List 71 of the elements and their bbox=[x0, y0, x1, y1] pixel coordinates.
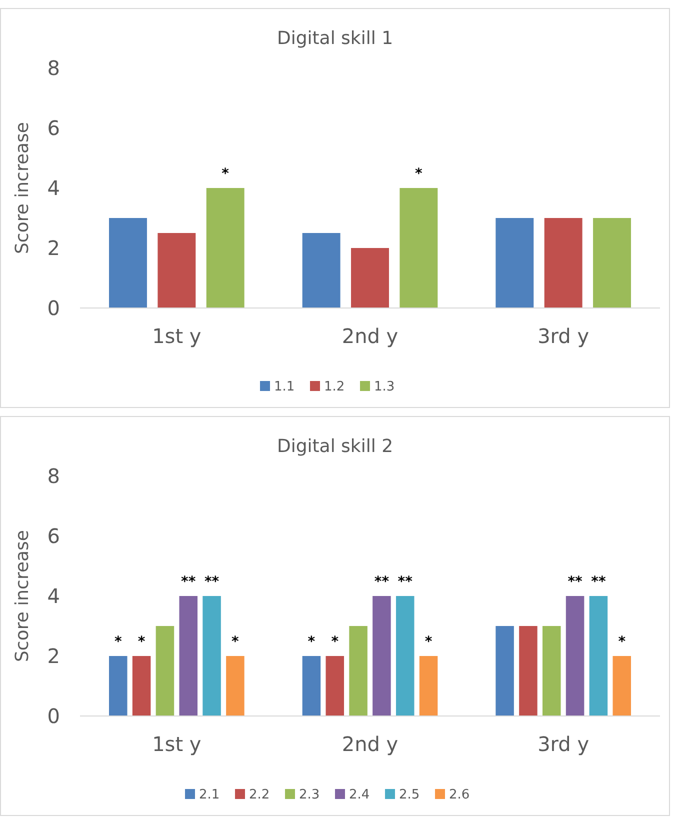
bar bbox=[544, 218, 582, 308]
bar bbox=[226, 656, 244, 716]
y-tick-label: 6 bbox=[47, 524, 60, 548]
bar bbox=[593, 218, 631, 308]
y-tick-label: 2 bbox=[47, 644, 60, 668]
bar bbox=[158, 233, 196, 308]
bar bbox=[400, 188, 438, 308]
y-tick-label: 0 bbox=[47, 296, 60, 320]
bar bbox=[132, 656, 151, 716]
x-tick-label: 1st y bbox=[152, 324, 202, 348]
y-tick-label: 8 bbox=[47, 56, 60, 80]
bar bbox=[109, 656, 128, 716]
x-tick-label: 1st y bbox=[152, 732, 202, 756]
data-label: * bbox=[424, 634, 433, 650]
bar bbox=[589, 596, 608, 716]
bar bbox=[156, 626, 174, 716]
data-label: * bbox=[138, 634, 146, 650]
data-label: * bbox=[308, 634, 316, 650]
bar bbox=[419, 656, 438, 716]
bar bbox=[396, 596, 414, 716]
legend-label: 2.5 bbox=[399, 788, 420, 803]
y-tick-label: 2 bbox=[47, 236, 60, 260]
bar bbox=[206, 188, 244, 308]
data-label: ** bbox=[374, 574, 390, 590]
data-label: ** bbox=[181, 574, 196, 590]
legend-label: 2.2 bbox=[249, 788, 270, 803]
bar bbox=[302, 656, 321, 716]
y-tick-label: 8 bbox=[47, 464, 60, 488]
legend-label: 2.1 bbox=[199, 788, 220, 803]
bar bbox=[351, 248, 389, 308]
y-tick-label: 4 bbox=[47, 584, 60, 608]
x-tick-label: 3rd y bbox=[538, 324, 590, 348]
data-label: * bbox=[331, 634, 340, 650]
y-tick-label: 0 bbox=[47, 704, 60, 728]
data-label: ** bbox=[398, 574, 414, 590]
bar bbox=[496, 626, 514, 716]
bar bbox=[496, 218, 534, 308]
data-label: * bbox=[232, 634, 240, 650]
y-tick-label: 6 bbox=[47, 116, 60, 140]
x-tick-label: 2nd y bbox=[342, 732, 398, 756]
legend-label: 1.2 bbox=[324, 380, 345, 395]
bar bbox=[612, 656, 631, 716]
legend-label: 2.4 bbox=[349, 788, 370, 803]
bar bbox=[566, 596, 584, 716]
bar bbox=[179, 596, 198, 716]
data-label: ** bbox=[204, 574, 220, 590]
bar bbox=[349, 626, 368, 716]
bar bbox=[302, 233, 340, 308]
legend-label: 2.6 bbox=[449, 788, 470, 803]
bar bbox=[372, 596, 391, 716]
bar bbox=[109, 218, 147, 308]
chart-title: Digital skill 2 bbox=[276, 436, 394, 457]
y-axis-title: Score increase bbox=[12, 530, 33, 662]
data-label: * bbox=[114, 634, 122, 650]
y-tick-label: 4 bbox=[47, 176, 60, 200]
bar bbox=[542, 626, 561, 716]
x-tick-label: 3rd y bbox=[538, 732, 590, 756]
bar bbox=[519, 626, 538, 716]
data-label: ** bbox=[568, 574, 584, 590]
chart-title: Digital skill 1 bbox=[276, 28, 394, 49]
x-tick-label: 2nd y bbox=[342, 324, 398, 348]
bar bbox=[202, 596, 221, 716]
data-label: * bbox=[222, 166, 230, 182]
legend-label: 2.3 bbox=[299, 788, 320, 803]
y-axis-title: Score increase bbox=[12, 122, 33, 254]
data-label: * bbox=[415, 166, 424, 182]
data-label: ** bbox=[591, 574, 606, 590]
legend-label: 1.3 bbox=[374, 380, 395, 395]
legend-label: 1.1 bbox=[274, 380, 295, 395]
bar bbox=[326, 656, 344, 716]
data-label: * bbox=[618, 634, 626, 650]
